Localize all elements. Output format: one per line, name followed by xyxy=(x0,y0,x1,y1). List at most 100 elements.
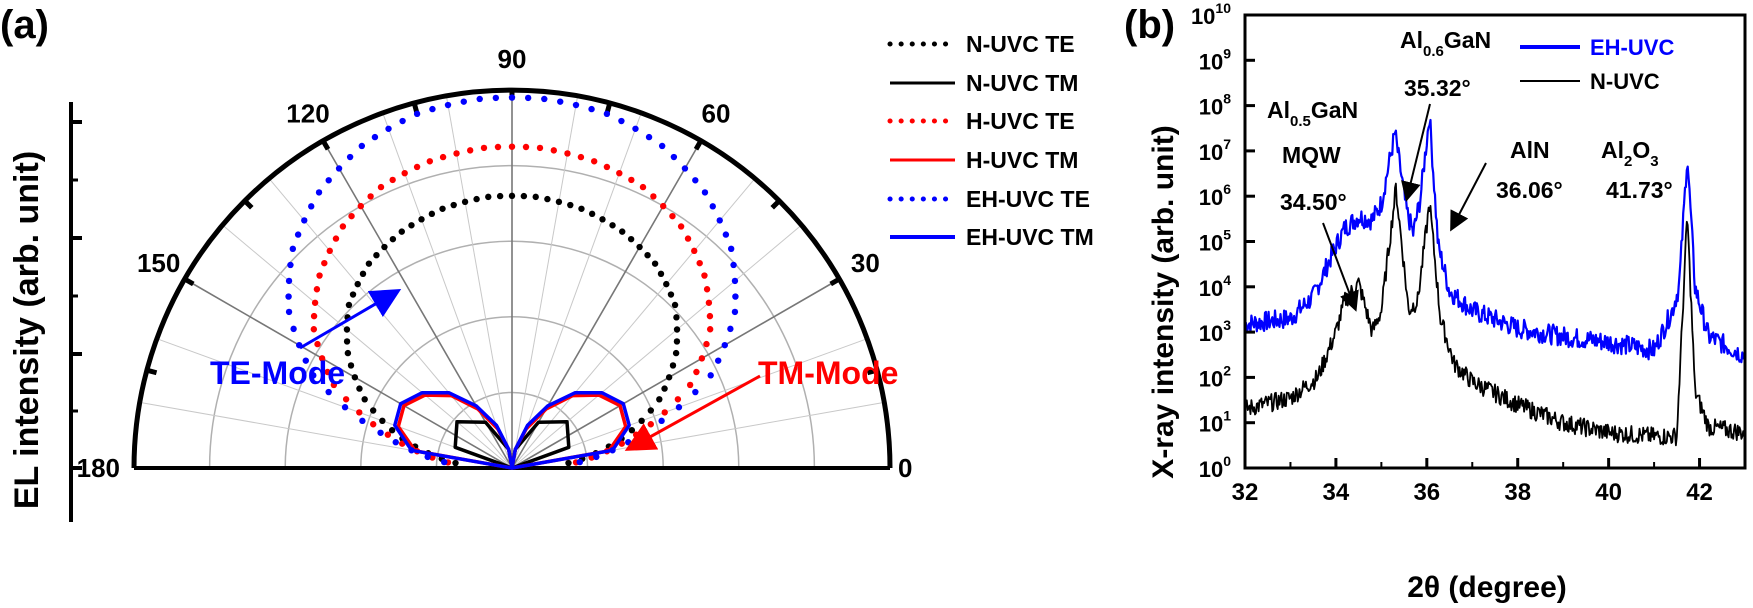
angle-label-90: 90 xyxy=(498,44,527,74)
data-point xyxy=(660,202,667,210)
data-point xyxy=(681,165,689,172)
polar-angle-tick xyxy=(829,276,841,287)
data-point xyxy=(674,396,682,403)
data-point xyxy=(567,201,574,209)
data-point xyxy=(413,163,421,171)
data-point xyxy=(603,163,611,171)
data-point xyxy=(609,222,616,229)
data-point xyxy=(632,431,640,438)
svg-text:41.73°: 41.73° xyxy=(1606,177,1673,203)
data-point xyxy=(693,368,700,376)
angle-label-150: 150 xyxy=(137,248,180,278)
data-point xyxy=(348,212,355,220)
data-point xyxy=(369,407,377,414)
y-tick-label: 106 xyxy=(1199,181,1231,210)
data-point xyxy=(285,308,293,316)
angle-label-0: 0 xyxy=(898,453,912,483)
data-point xyxy=(656,396,663,403)
data-point xyxy=(673,338,681,345)
data-point xyxy=(651,260,659,267)
panel-b-xrd-chart: (b) X-ray intensity (arb. unit) 2θ (degr… xyxy=(1124,0,1747,604)
data-point xyxy=(722,231,730,238)
data-point xyxy=(663,280,670,288)
data-point xyxy=(638,417,645,425)
data-point xyxy=(324,368,331,376)
data-point xyxy=(399,440,406,447)
annotation-al06gan: Al0.6GaN 35.32° xyxy=(1400,27,1491,202)
data-point xyxy=(310,372,317,379)
polar-grid-spoke xyxy=(511,224,802,469)
series-h-uvc-te xyxy=(310,143,714,466)
data-point xyxy=(577,153,585,161)
data-point xyxy=(628,176,635,184)
data-point xyxy=(727,325,734,333)
x-tick-label: 36 xyxy=(1413,479,1440,506)
x-tick-label: 42 xyxy=(1686,479,1713,506)
data-point xyxy=(541,95,548,103)
annotation-al2o3: Al2O3 41.73° xyxy=(1601,137,1673,203)
data-point xyxy=(536,144,544,152)
data-point xyxy=(644,251,651,259)
panel-a-polar-chart: (a) EL intensity (arb. unit) 0 30 60 90 … xyxy=(0,3,1094,522)
data-point xyxy=(696,259,703,267)
y-tick-label: 109 xyxy=(1199,45,1231,74)
svg-text:MQW: MQW xyxy=(1282,142,1341,168)
data-point xyxy=(557,98,564,105)
data-point xyxy=(316,272,323,279)
data-point xyxy=(732,293,739,300)
data-point xyxy=(346,153,354,161)
polar-angle-tick xyxy=(146,367,158,376)
data-point xyxy=(703,340,710,348)
series-n-uvc xyxy=(1244,182,1746,447)
polar-angle-tick xyxy=(320,139,331,151)
data-point xyxy=(315,189,323,196)
data-point xyxy=(618,117,625,125)
polar-grid-spoke xyxy=(511,338,868,469)
data-point xyxy=(429,105,436,113)
svg-text:AlN: AlN xyxy=(1510,137,1550,163)
svg-text:EH-UVC TE: EH-UVC TE xyxy=(966,186,1090,212)
data-point xyxy=(356,385,363,392)
data-point xyxy=(326,247,333,255)
data-point xyxy=(647,407,655,414)
data-point xyxy=(450,201,457,209)
data-point xyxy=(496,192,504,200)
series-eh-uvc-tm xyxy=(393,390,631,470)
y-tick-label: 107 xyxy=(1199,136,1231,165)
legend-item-eh-uvc-tm: EH-UVC TM xyxy=(890,224,1094,250)
data-point xyxy=(520,192,528,200)
svg-text:H-UVC TM: H-UVC TM xyxy=(966,147,1078,173)
data-point xyxy=(311,299,319,306)
panel-a-ylabel: EL intensity (arb. unit) xyxy=(8,151,46,509)
data-point xyxy=(385,125,392,132)
data-point xyxy=(342,396,350,403)
data-point xyxy=(599,216,606,223)
panel-b-ylabel: X-ray intensity (arb. unit) xyxy=(1147,125,1180,478)
svg-text:TM-Mode: TM-Mode xyxy=(758,355,898,391)
data-point xyxy=(625,439,632,446)
data-point xyxy=(691,247,698,255)
data-point xyxy=(301,217,308,224)
angle-label-120: 120 xyxy=(286,99,329,129)
polar-grid-spoke xyxy=(222,224,513,469)
legend-item-eh-uvc-te: EH-UVC TE xyxy=(887,186,1090,212)
data-point xyxy=(706,312,714,320)
data-point xyxy=(361,396,368,403)
data-point xyxy=(661,385,668,392)
series-line xyxy=(1244,118,1747,365)
polar-grid-spoke xyxy=(445,95,513,469)
data-point xyxy=(354,280,361,288)
data-point xyxy=(287,261,294,269)
data-point xyxy=(347,362,355,369)
data-point xyxy=(715,357,722,364)
data-point xyxy=(730,261,737,269)
y-tick-label: 103 xyxy=(1199,317,1231,346)
data-point xyxy=(351,374,359,381)
data-point xyxy=(373,251,380,259)
data-point xyxy=(647,421,654,428)
data-point xyxy=(325,177,332,184)
polar-angle-tick xyxy=(242,198,254,210)
data-point xyxy=(550,147,558,154)
data-point xyxy=(618,440,625,447)
data-point xyxy=(572,101,580,109)
